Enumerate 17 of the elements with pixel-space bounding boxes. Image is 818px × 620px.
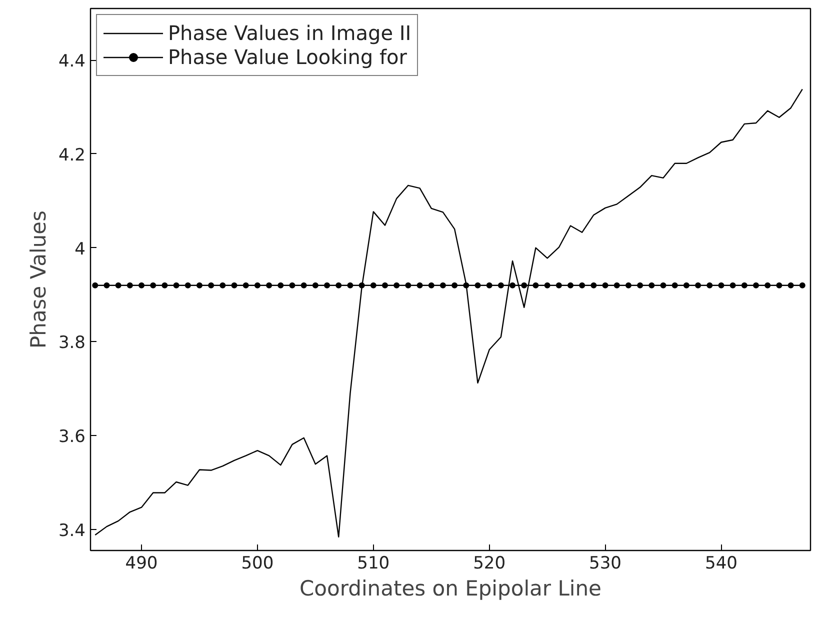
x-axis-title: Coordinates on Epipolar Line: [300, 576, 602, 600]
y-axis-title: Phase Values: [26, 210, 50, 348]
y-tick-label: 4.2: [58, 145, 86, 166]
x-tick-label: 500: [241, 554, 274, 574]
x-tick-label: 490: [125, 554, 158, 574]
y-tick-label: 3.8: [58, 333, 86, 354]
y-tick-label: 3.6: [58, 427, 86, 448]
x-tick-label: 520: [473, 554, 506, 574]
x-tick-label: 540: [705, 554, 738, 574]
x-tick-label: 530: [589, 554, 622, 574]
y-tick-label: 3.4: [58, 520, 86, 541]
x-tick-label: 510: [357, 554, 390, 574]
legend-label: Phase Values in Image II: [168, 21, 412, 45]
y-tick-label: 4.4: [58, 52, 86, 72]
y-tick-label: 4: [74, 239, 86, 260]
legend-label: Phase Value Looking for: [168, 45, 407, 69]
line-series: [94, 88, 803, 538]
